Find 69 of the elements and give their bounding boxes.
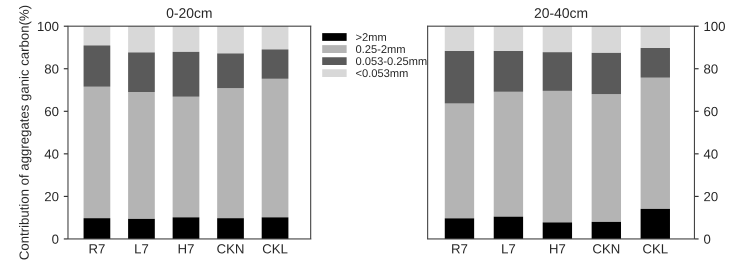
- y-tick-label: 60: [704, 106, 718, 116]
- chart-title: 20-40cm: [534, 8, 588, 18]
- bar: [640, 48, 670, 78]
- y-tick-label: 100: [704, 22, 725, 32]
- bar: [542, 26, 572, 52]
- bar: [640, 26, 670, 48]
- bar: [444, 103, 474, 218]
- bar: [494, 26, 524, 51]
- bar: [542, 52, 572, 91]
- bar: [542, 222, 572, 239]
- bar: [262, 26, 288, 50]
- y-tick-label: 20: [704, 192, 718, 202]
- bar: [640, 208, 670, 239]
- x-tick-label: CKL: [262, 244, 288, 254]
- y-tick-label: 0: [704, 234, 710, 244]
- bar: [172, 52, 200, 97]
- bar: [172, 26, 200, 52]
- y-tick-label: 40: [704, 149, 718, 159]
- bar: [128, 52, 155, 92]
- bar: [592, 94, 622, 222]
- x-tick-label: R7: [90, 244, 105, 254]
- y-tick-label: 100: [38, 22, 58, 32]
- bar: [592, 52, 622, 94]
- y-tick-label: 0: [52, 234, 58, 244]
- y-tick-label: 20: [44, 192, 58, 202]
- bar: [84, 46, 110, 87]
- bar: [128, 92, 155, 219]
- bar: [262, 217, 288, 239]
- bar: [84, 26, 110, 46]
- bar: [84, 86, 110, 218]
- bar: [542, 90, 572, 222]
- bar: [172, 217, 200, 239]
- bar: [84, 218, 110, 239]
- bar: [494, 92, 524, 217]
- legend-label: 0.25-2mm: [356, 45, 405, 54]
- x-tick-label: CKN: [217, 244, 244, 254]
- bar: [444, 218, 474, 239]
- y-tick-label: 80: [44, 64, 58, 74]
- bar: [217, 53, 244, 88]
- y-tick-label: 60: [44, 106, 58, 116]
- bar: [262, 49, 288, 79]
- bar: [444, 26, 474, 51]
- bar: [444, 50, 474, 104]
- x-tick-label: H7: [178, 244, 194, 254]
- bar: [640, 77, 670, 209]
- bar: [128, 218, 155, 239]
- x-tick-label: L7: [135, 244, 148, 254]
- bar: [592, 26, 622, 53]
- legend-label: 0.053-0.25mm: [356, 57, 426, 66]
- x-tick-label: CKL: [643, 244, 668, 254]
- bar: [494, 50, 524, 92]
- bar: [494, 216, 524, 239]
- bar: [217, 26, 244, 54]
- bar: [217, 218, 244, 239]
- y-axis-title: Contribution of aggregates ganic carbon(%): [19, 6, 32, 260]
- x-tick-label: L7: [502, 244, 516, 254]
- bar: [172, 96, 200, 218]
- x-tick-label: R7: [452, 244, 468, 254]
- x-tick-label: CKN: [593, 244, 620, 254]
- x-tick-label: H7: [550, 244, 566, 254]
- legend-label: >2mm: [356, 33, 386, 41]
- chart-title: 0-20cm: [166, 8, 212, 18]
- bar: [128, 26, 155, 52]
- y-tick-label: 40: [44, 149, 58, 159]
- y-tick-label: 80: [704, 64, 718, 74]
- bar: [592, 222, 622, 239]
- bar: [217, 88, 244, 218]
- bar: [262, 78, 288, 218]
- legend-label: <0.053mm: [356, 69, 408, 78]
